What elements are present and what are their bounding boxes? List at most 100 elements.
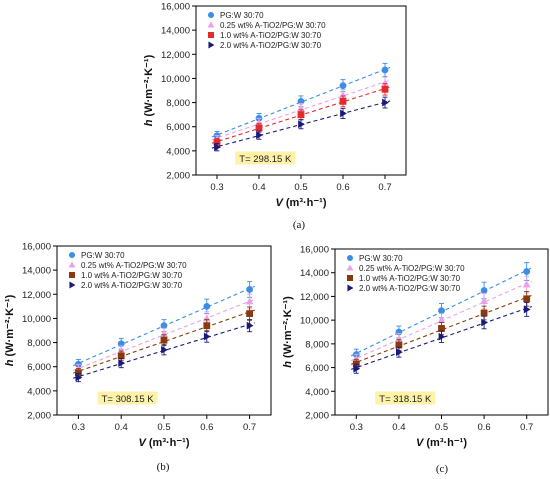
- data-point: [160, 336, 168, 344]
- data-point: [381, 66, 389, 74]
- data-point: [522, 280, 531, 288]
- data-point: [394, 335, 403, 343]
- series-4: [211, 96, 391, 152]
- data-point: [255, 124, 263, 132]
- x-tick-label: 0.5: [435, 422, 448, 433]
- data-point: [523, 305, 531, 314]
- x-axis-title: V (m³·h⁻¹): [138, 437, 189, 449]
- x-tick-label: 0.3: [210, 182, 223, 193]
- legend-entry: PG:W 30:70: [81, 251, 125, 260]
- series-4: [73, 319, 255, 383]
- fit-line: [73, 298, 255, 371]
- x-axis-unit: (m³·h⁻¹): [283, 197, 327, 209]
- temperature-label: T= 298.15 K: [239, 154, 292, 165]
- y-tick-label: 14,000: [161, 26, 190, 37]
- x-tick-label: 0.4: [392, 422, 405, 433]
- y-tick-label: 4,000: [305, 387, 329, 398]
- x-axis-title: V (m³·h⁻¹): [275, 197, 326, 209]
- x-tick-label: 0.5: [157, 422, 170, 433]
- y-tick-label: 6,000: [305, 363, 329, 374]
- legend-entry: 2.0 wt% A-TiO2/PG:W 30:70: [220, 41, 322, 50]
- x-tick-label: 0.4: [115, 422, 128, 433]
- y-tick-label: 6,000: [27, 362, 51, 373]
- legend-entry: 0.25 wt% A-TiO2/PG:W 30:70: [81, 261, 187, 270]
- legend-marker: [69, 252, 75, 258]
- data-point: [438, 307, 445, 315]
- y-axis-variable: h: [143, 119, 155, 126]
- data-point: [297, 111, 305, 119]
- temperature-label: T= 318.15 K: [379, 394, 432, 405]
- y-tick-label: 10,000: [161, 74, 190, 85]
- data-point: [481, 318, 489, 327]
- x-axis-variable: V: [138, 437, 147, 449]
- panel-label: (a): [293, 219, 306, 231]
- fit-line: [351, 305, 532, 370]
- temperature-highlight: [97, 391, 158, 405]
- y-tick-label: 10,000: [300, 316, 329, 327]
- y-tick-label: 16,000: [300, 245, 329, 256]
- data-point: [438, 325, 445, 332]
- data-point: [117, 347, 126, 354]
- x-tick-label: 0.3: [350, 422, 363, 433]
- data-point: [246, 321, 254, 330]
- x-tick-label: 0.6: [200, 422, 213, 433]
- y-axis-unit: (W·m⁻²·K⁻¹): [4, 294, 16, 359]
- temperature-label: T= 308.15 K: [102, 394, 155, 405]
- data-point: [75, 373, 83, 382]
- y-tick-label: 2,000: [166, 171, 190, 182]
- legend: PG:W 30:700.25 wt% A-TiO2/PG:W 30:701.0 …: [346, 254, 465, 293]
- data-point: [480, 287, 488, 294]
- data-point: [382, 98, 389, 107]
- legend-marker: [347, 255, 353, 261]
- legend-marker: [208, 12, 214, 18]
- x-tick-label: 0.6: [336, 182, 349, 193]
- x-tick-label: 0.5: [294, 182, 307, 193]
- data-point: [117, 340, 125, 348]
- legend: PG:W 30:700.25 wt% A-TiO2/PG:W 30:701.0 …: [68, 251, 187, 290]
- legend-entry: 2.0 wt% A-TiO2/PG:W 30:70: [81, 281, 183, 290]
- y-axis-variable: h: [282, 361, 294, 368]
- y-tick-label: 14,000: [300, 268, 329, 279]
- fit-line: [350, 294, 533, 365]
- y-tick-label: 10,000: [22, 314, 51, 325]
- data-point: [438, 332, 446, 341]
- data-point: [203, 322, 211, 330]
- legend-marker: [69, 272, 75, 278]
- y-tick-label: 16,000: [22, 242, 51, 253]
- series-2: [73, 293, 255, 375]
- y-tick-label: 8,000: [305, 339, 329, 350]
- x-tick-label: 0.7: [378, 182, 391, 193]
- legend: PG:W 30:700.25 wt% A-TiO2/PG:W 30:701.0 …: [207, 11, 326, 50]
- y-tick-label: 8,000: [166, 98, 190, 109]
- data-point: [340, 109, 347, 118]
- data-point: [437, 316, 446, 324]
- y-tick-label: 12,000: [300, 292, 329, 303]
- x-tick-label: 0.7: [520, 422, 533, 433]
- legend-marker: [346, 264, 354, 271]
- legend-entry: 0.25 wt% A-TiO2/PG:W 30:70: [220, 21, 326, 30]
- legend-marker: [347, 284, 354, 292]
- x-tick-label: 0.4: [252, 182, 265, 193]
- x-axis-unit: (m³·h⁻¹): [146, 437, 190, 449]
- series-2: [350, 275, 533, 365]
- data-point: [160, 322, 168, 330]
- data-point: [161, 345, 168, 354]
- data-point: [523, 295, 531, 303]
- data-point: [339, 97, 347, 105]
- legend-marker: [207, 21, 215, 28]
- series-1: [73, 281, 255, 370]
- data-point: [214, 143, 221, 152]
- chart-panel-2: 2,000 4,000 6,000 8,000 10,000 12,000 14,000 16…: [4, 242, 272, 473]
- y-axis-unit: (W·m⁻²·K⁻¹): [143, 54, 155, 119]
- y-tick-label: 12,000: [22, 290, 51, 301]
- data-point: [298, 120, 305, 129]
- data-point: [352, 355, 361, 363]
- data-point: [396, 348, 403, 357]
- panel-label: (c): [436, 463, 449, 475]
- data-point: [245, 297, 254, 305]
- data-point: [203, 302, 211, 310]
- legend-marker: [208, 32, 214, 38]
- temperature-highlight: [375, 391, 436, 405]
- y-axis-variable: h: [4, 359, 16, 366]
- data-point: [160, 330, 168, 338]
